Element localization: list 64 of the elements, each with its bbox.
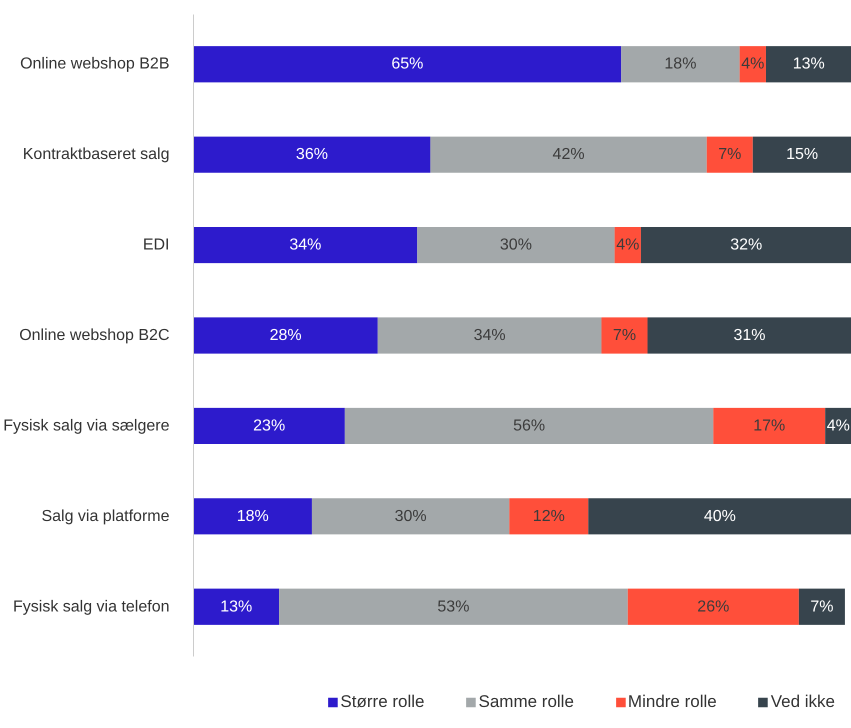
- bar: [344, 408, 714, 444]
- data-label: 53%: [437, 598, 470, 616]
- y-tick-label: Fysisk salg via sælgere: [3, 417, 170, 434]
- data-label: 18%: [664, 56, 696, 73]
- bar: [194, 317, 378, 354]
- bar: [798, 588, 845, 625]
- bar: [378, 317, 602, 354]
- bar: [194, 226, 418, 264]
- y-tick-label: EDI: [142, 236, 170, 254]
- bar: [766, 46, 851, 82]
- data-label: 26%: [697, 598, 730, 616]
- bar: [752, 136, 851, 173]
- bar: [621, 46, 740, 82]
- data-label: 56%: [513, 417, 546, 434]
- data-label: 40%: [704, 508, 736, 525]
- bar: [628, 588, 799, 625]
- bar: [194, 408, 345, 444]
- data-label: 17%: [753, 417, 786, 434]
- bar: [194, 46, 622, 82]
- bar: [417, 226, 615, 264]
- bar: [713, 408, 826, 444]
- bar: [194, 588, 280, 625]
- data-label: 13%: [792, 56, 825, 73]
- bar: [279, 588, 628, 625]
- bar: [509, 498, 588, 534]
- data-label: 4%: [826, 417, 850, 434]
- data-label: 30%: [394, 508, 427, 525]
- y-tick-label: Online webshop B2B: [20, 56, 170, 73]
- data-label: 12%: [532, 508, 565, 525]
- data-label: 13%: [220, 598, 252, 616]
- bar: [588, 498, 851, 534]
- data-label: 42%: [552, 146, 585, 164]
- legend-label: Samme rolle: [478, 692, 574, 712]
- y-tick-label: Online webshop B2C: [19, 327, 170, 344]
- data-label: 7%: [612, 327, 636, 344]
- legend-label: Større rolle: [340, 692, 424, 712]
- data-label: 34%: [289, 236, 322, 254]
- data-label: 23%: [253, 417, 286, 434]
- data-label: 7%: [810, 598, 834, 616]
- bar: [194, 498, 312, 534]
- legend-label: Mindre rolle: [628, 692, 717, 712]
- bar: [706, 136, 753, 173]
- data-label: 34%: [474, 327, 506, 344]
- data-label: 30%: [500, 236, 532, 254]
- data-label: 4%: [616, 236, 640, 254]
- data-label: 7%: [718, 146, 742, 164]
- bar: [648, 317, 851, 354]
- data-label: 36%: [296, 146, 328, 164]
- data-label: 31%: [734, 327, 766, 344]
- y-tick-label: Salg via platforme: [41, 508, 170, 525]
- y-tick-label: Fysisk salg via telefon: [12, 598, 170, 616]
- data-label: 28%: [270, 327, 302, 344]
- data-label: 4%: [741, 56, 764, 73]
- legend-label: Ved ikke: [770, 692, 835, 712]
- data-label: 32%: [730, 236, 762, 254]
- bar: [312, 498, 510, 534]
- bar: [430, 136, 707, 173]
- bar: [640, 226, 851, 264]
- data-label: 65%: [391, 56, 424, 73]
- data-label: 18%: [236, 508, 269, 525]
- data-label: 15%: [786, 146, 818, 164]
- y-tick-label: Kontraktbaseret salg: [22, 146, 170, 164]
- bar: [194, 136, 430, 173]
- bar: [601, 317, 648, 354]
